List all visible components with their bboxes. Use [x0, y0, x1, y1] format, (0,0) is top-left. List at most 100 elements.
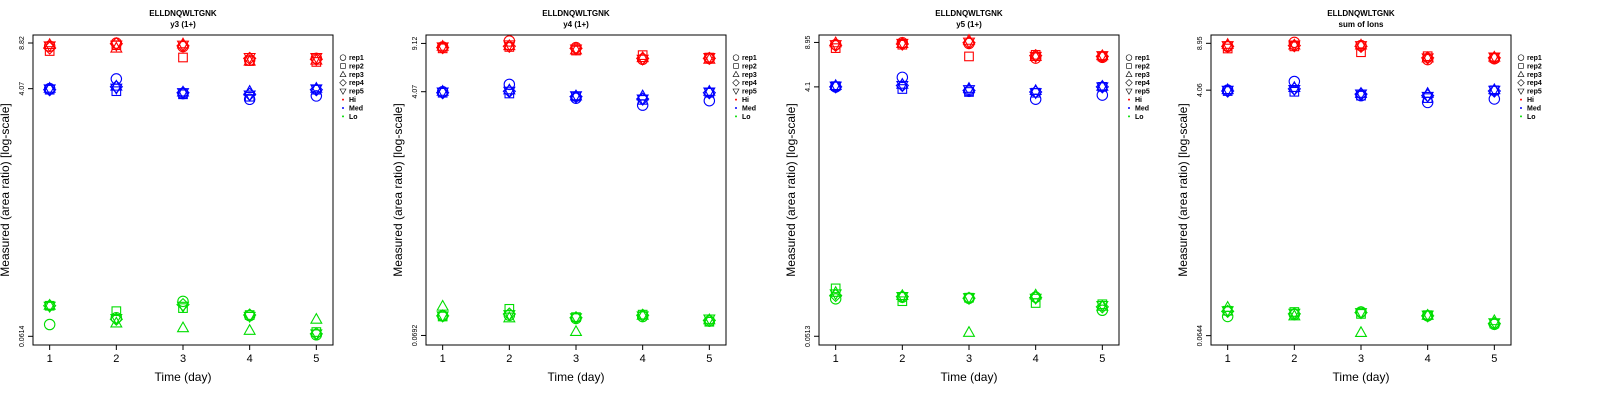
data-point-med-rep3	[1354, 86, 1368, 98]
data-point-lo-rep2	[830, 283, 841, 294]
x-tick-label: 4	[247, 353, 253, 365]
legend-label-med: Med	[742, 105, 756, 112]
legend-marker-rep5	[1517, 88, 1525, 95]
legend-marker-rep3	[339, 70, 347, 77]
data-point-hi-rep5	[1487, 52, 1501, 64]
legend-marker-lo	[1128, 115, 1130, 118]
data-point-med-rep5	[109, 83, 123, 95]
data-point-med-rep5	[43, 84, 57, 96]
legend-marker-rep4	[1517, 79, 1525, 87]
data-point-med-rep3	[43, 81, 57, 93]
data-point-med-rep1	[110, 73, 123, 85]
x-axis-label: Time (day)	[548, 370, 605, 384]
data-point-hi-rep5	[1029, 51, 1043, 64]
data-point-lo-rep5	[502, 310, 516, 322]
x-tick-label: 3	[966, 353, 972, 365]
legend-label-rep5: rep5	[1527, 89, 1542, 96]
legend-label-rep3: rep3	[742, 72, 757, 79]
data-point-med-rep5	[436, 87, 450, 99]
data-point-hi-rep2	[44, 46, 55, 56]
legend-label-rep5: rep5	[1135, 89, 1150, 96]
data-point-lo-rep5	[829, 289, 843, 301]
legend-marker-rep2	[340, 63, 346, 69]
legend-marker-rep3	[1517, 70, 1525, 77]
legend-marker-med	[1520, 107, 1522, 109]
legend-marker-rep4	[732, 79, 740, 87]
data-point-hi-rep5	[176, 40, 190, 52]
legend-marker-rep5	[339, 88, 347, 95]
data-point-hi-rep5	[895, 38, 909, 51]
x-tick-label: 2	[1291, 353, 1297, 365]
y-axis-label: Measured (area ratio) [log-scale]	[1176, 103, 1190, 276]
legend-label-rep1: rep1	[1135, 55, 1150, 62]
y-tick-label: 8.95	[1197, 36, 1204, 50]
legend-marker-rep3	[732, 70, 740, 77]
data-point-lo-rep3	[309, 312, 323, 324]
y-axis-label: Measured (area ratio) [log-scale]	[391, 103, 405, 276]
legend-marker-lo	[735, 115, 737, 118]
chart-title: ELLDNQWLTGNK	[1327, 9, 1395, 18]
data-point-med-rep5	[502, 86, 516, 98]
legend-label-hi: Hi	[349, 97, 356, 104]
x-axis-label: Time (day)	[155, 370, 212, 384]
data-point-lo-rep5	[1487, 318, 1501, 330]
data-point-med-rep5	[1421, 91, 1435, 104]
data-point-hi-rep5	[1421, 53, 1435, 65]
data-points	[828, 33, 1110, 337]
x-tick-label: 4	[640, 353, 646, 365]
y-tick-label: 8.82	[19, 36, 26, 50]
data-points	[42, 37, 324, 341]
legend-label-rep5: rep5	[349, 89, 364, 96]
data-point-med-rep3	[176, 85, 190, 97]
data-point-med-rep1	[1288, 75, 1301, 88]
data-point-hi-rep5	[436, 42, 450, 54]
legend-label-med: Med	[1527, 105, 1541, 112]
x-tick-label: 3	[1358, 353, 1364, 365]
data-point-med-rep1	[310, 90, 323, 102]
data-point-hi-rep3	[1354, 38, 1368, 50]
chart-subtitle: y5 (1+)	[956, 20, 982, 29]
data-point-lo-rep3	[176, 321, 190, 333]
legend-label-rep4: rep4	[349, 80, 364, 87]
x-tick-label: 3	[180, 353, 186, 365]
chart-title: ELLDNQWLTGNK	[149, 9, 217, 18]
legend-marker-hi	[735, 98, 737, 101]
data-point-med-rep5	[243, 90, 257, 102]
data-point-hi-rep4	[309, 52, 324, 67]
data-point-hi-rep3	[436, 39, 450, 51]
legend-marker-rep5	[732, 88, 740, 95]
data-point-hi-rep5	[702, 53, 716, 65]
legend-label-rep1: rep1	[349, 55, 364, 62]
y-tick-label: 0.0614	[19, 326, 26, 348]
data-point-lo-rep5	[43, 301, 57, 314]
x-tick-label: 5	[313, 353, 319, 365]
data-point-med-rep3	[309, 81, 323, 93]
x-tick-label: 2	[113, 353, 119, 365]
data-point-lo-rep5	[702, 314, 716, 326]
legend-label-med: Med	[349, 105, 363, 112]
legend-marker-hi	[342, 98, 344, 101]
legend-marker-rep4	[339, 79, 347, 87]
data-point-med-rep1	[896, 71, 909, 84]
x-tick-label: 1	[833, 353, 839, 365]
data-point-med-rep5	[636, 94, 650, 106]
data-point-hi-rep3	[1421, 51, 1435, 63]
legend-label-lo: Lo	[742, 114, 751, 121]
data-point-med-rep2	[111, 86, 122, 97]
data-point-lo-rep3	[243, 323, 257, 335]
data-point-lo-rep5	[569, 313, 583, 325]
legend-label-rep3: rep3	[1527, 72, 1542, 79]
chart-panel-2: ELLDNQWLTGNK y4 (1+) 1 2 3 4 5 0.0692 4.07 9.12 Ti…	[391, 9, 757, 384]
data-point-lo-rep1	[177, 295, 189, 308]
data-point-hi-rep1	[1221, 40, 1234, 53]
data-point-med-rep5	[569, 91, 583, 103]
data-point-lo-rep5	[1354, 308, 1368, 320]
legend-label-med: Med	[1135, 105, 1149, 112]
data-point-med-rep5	[1029, 88, 1043, 100]
x-tick-label: 2	[506, 353, 512, 365]
data-point-hi-rep5	[1221, 41, 1235, 53]
data-point-hi-rep2	[964, 51, 974, 62]
legend-marker-rep4	[1125, 79, 1133, 87]
